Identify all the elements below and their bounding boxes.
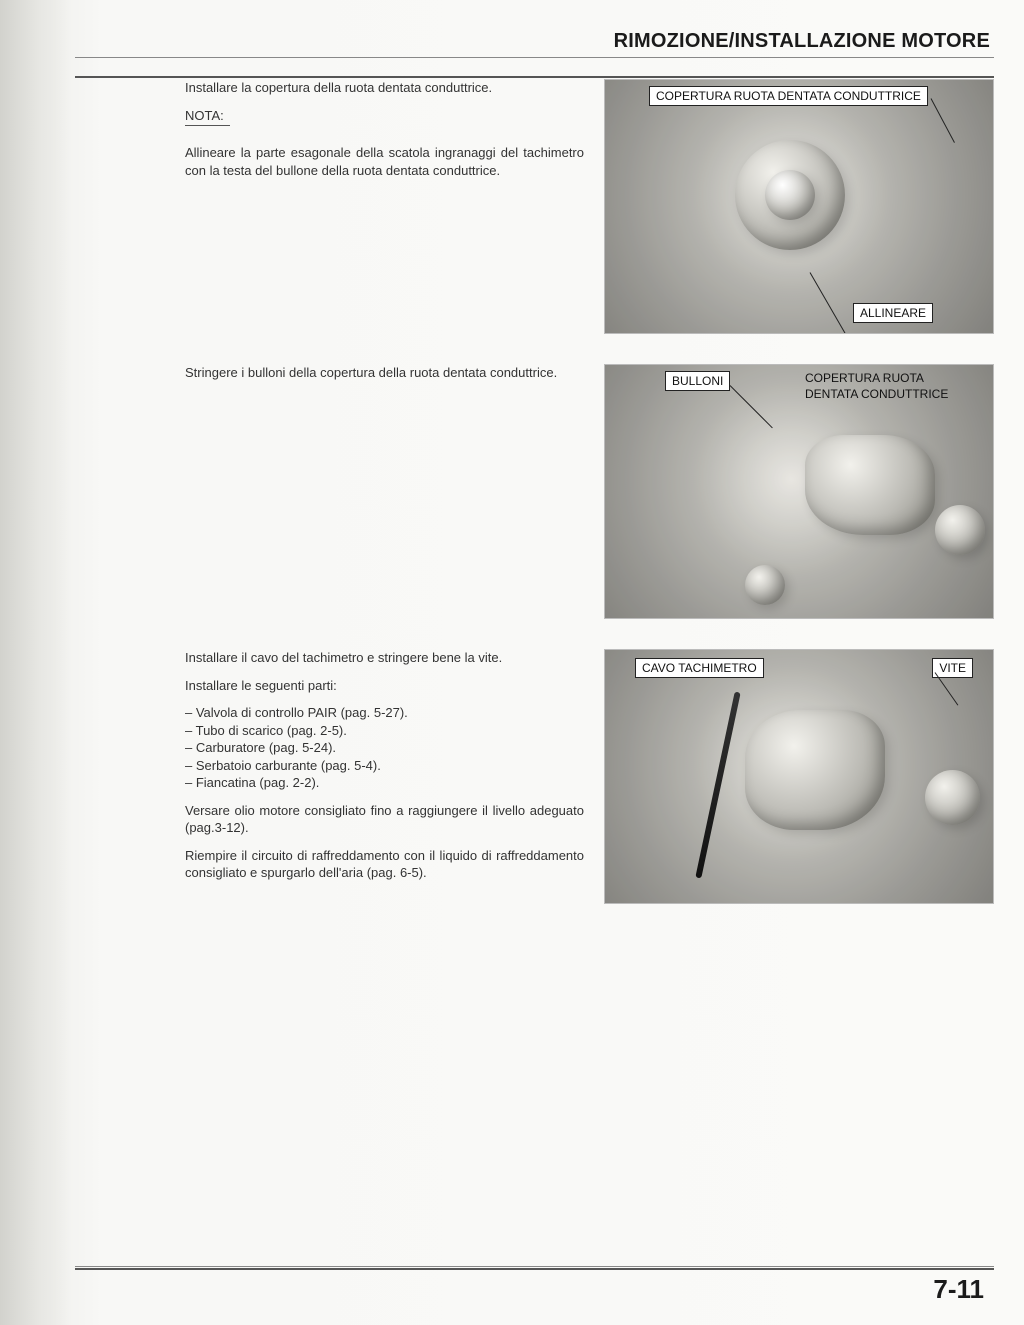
mech-shape [805,435,935,535]
section-2: Stringere i bulloni della copertura dell… [75,364,994,619]
mech-shape [925,770,980,825]
note-label: NOTA: [185,107,230,127]
s3-para3: Versare olio motore consigliato fino a r… [185,802,584,837]
label-copertura-2: DENTATA CONDUTTRICE [805,387,948,401]
section-1-text: Installare la copertura della ruota dent… [75,79,584,334]
list-item: Fiancatina (pag. 2-2). [185,774,584,792]
mech-shape [765,170,815,220]
label-copertura-1: COPERTURA RUOTA [805,371,924,385]
footer-rule-thin [75,1266,994,1267]
s2-para1: Stringere i bulloni della copertura dell… [185,364,584,382]
label-bulloni: BULLONI [665,371,730,391]
page: RIMOZIONE/INSTALLAZIONE MOTORE Installar… [0,0,1024,1325]
rule-thin [75,57,994,58]
section-2-text: Stringere i bulloni della copertura dell… [75,364,584,619]
mech-shape [745,565,785,605]
list-item: Valvola di controllo PAIR (pag. 5-27). [185,704,584,722]
s3-para4: Riempire il circuito di raffreddamento c… [185,847,584,882]
section-3-text: Installare il cavo del tachimetro e stri… [75,649,584,904]
label-bottom: ALLINEARE [853,303,933,323]
section-1: Installare la copertura della ruota dent… [75,79,994,334]
section-3-image: CAVO TACHIMETRO VITE [604,649,994,904]
list-item: Tubo di scarico (pag. 2-5). [185,722,584,740]
rule-thick [75,76,994,78]
section-2-image: BULLONI COPERTURA RUOTA DENTATA CONDUTTR… [604,364,994,619]
section-3: Installare il cavo del tachimetro e stri… [75,649,994,904]
label-top: COPERTURA RUOTA DENTATA CONDUTTRICE [649,86,928,106]
page-title: RIMOZIONE/INSTALLAZIONE MOTORE [75,30,994,57]
s3-para2: Installare le seguenti parti: [185,677,584,695]
page-number: 7-11 [933,1274,984,1305]
footer-rule [75,1268,994,1270]
list-item: Serbatoio carburante (pag. 5-4). [185,757,584,775]
s1-para2: Allineare la parte esagonale della scato… [185,144,584,179]
s3-list: Valvola di controllo PAIR (pag. 5-27). T… [185,704,584,792]
s3-para1: Installare il cavo del tachimetro e stri… [185,649,584,667]
label-vite: VITE [932,658,973,678]
s1-para1: Installare la copertura della ruota dent… [185,79,584,97]
mech-shape [935,505,985,555]
spine-shadow [0,0,70,1325]
list-item: Carburatore (pag. 5-24). [185,739,584,757]
section-1-image: COPERTURA RUOTA DENTATA CONDUTTRICE ALLI… [604,79,994,334]
label-cavo: CAVO TACHIMETRO [635,658,764,678]
mech-shape [745,710,885,830]
